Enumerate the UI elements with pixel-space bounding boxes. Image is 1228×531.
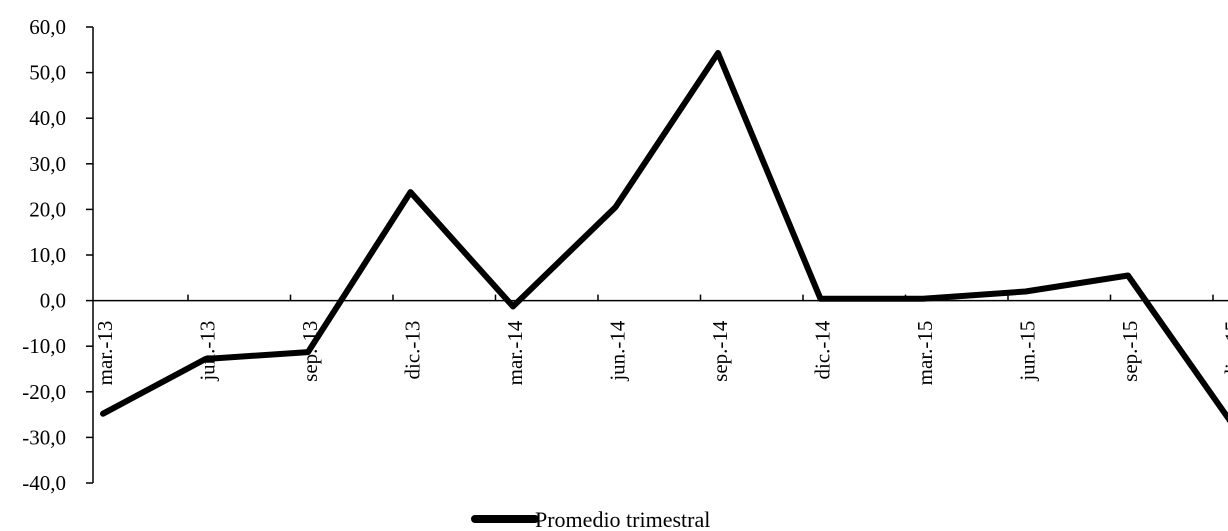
x-tick-label: jun.-14	[606, 320, 630, 382]
x-axis: mar.-13 jun.-13 sep.-13 dic.-13 mar.-14 jun.-…	[93, 294, 1228, 386]
y-tick-label: -20,0	[22, 380, 66, 404]
y-tick-label: 20,0	[29, 197, 66, 221]
x-tick-label: dic.-14	[811, 320, 835, 379]
x-tick-label: mar.-15	[913, 321, 937, 386]
y-tick-label: -40,0	[22, 471, 66, 495]
series-layer	[100, 50, 1228, 424]
x-tick-label: sep.-15	[1118, 321, 1142, 382]
y-tick-label: -10,0	[22, 334, 66, 358]
series-line-promedio-trimestral	[100, 50, 1228, 424]
y-tick-label: 0,0	[40, 289, 66, 313]
y-tick-label: 10,0	[29, 243, 66, 267]
y-tick-label: 60,0	[29, 15, 66, 39]
y-tick-label: 30,0	[29, 152, 66, 176]
legend: Promedio trimestral	[471, 507, 710, 531]
x-tick-label: mar.-13	[93, 321, 117, 386]
x-tick-label: dic.-15	[1221, 321, 1228, 380]
x-tick-label: sep.-14	[708, 320, 732, 382]
x-tick-label: jun.-13	[196, 321, 220, 382]
x-tick-label: jun.-15	[1016, 321, 1040, 382]
y-tick-label: -30,0	[22, 425, 66, 449]
x-tick-label: mar.-14	[503, 320, 527, 385]
y-tick-label: 40,0	[29, 106, 66, 130]
x-tick-label: dic.-13	[401, 321, 425, 380]
y-axis: 60,0 50,0 40,0 30,0 20,0 10,0 0,0 -10,0 -20,0 -30…	[22, 15, 94, 495]
y-tick-label: 50,0	[29, 61, 66, 85]
legend-label-promedio-trimestral: Promedio trimestral	[535, 507, 710, 531]
